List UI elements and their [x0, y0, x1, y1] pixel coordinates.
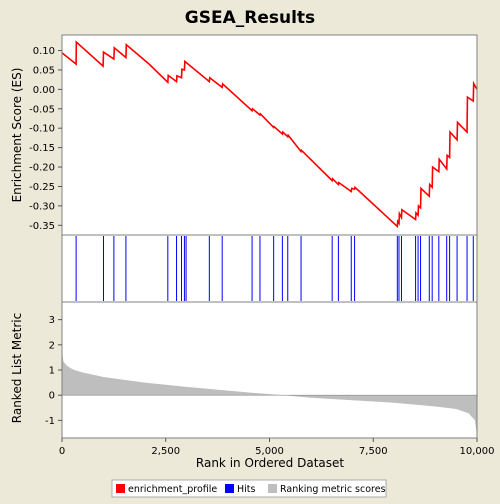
es-y-tick-label: -0.20 [29, 163, 55, 174]
metric-y-tick-label: 2 [49, 340, 55, 351]
metric-panel [62, 302, 477, 438]
es-y-tick-label: -0.25 [29, 182, 55, 193]
es-y-tick-label: 0.05 [33, 65, 55, 76]
es-y-axis: 0.10 0.05 0.00 -0.05 -0.10 -0.15 -0.20 -0.25 -0.… [29, 46, 62, 232]
legend-label-hits: Hits [237, 484, 256, 495]
ranking-metric-area [62, 349, 477, 436]
metric-y-tick-label: 3 [49, 315, 55, 326]
legend-box [111, 479, 387, 498]
es-y-tick-label: -0.35 [29, 221, 55, 232]
es-y-axis-label: Enrichment Score (ES) [10, 68, 24, 203]
metric-y-tick-label: 1 [49, 366, 55, 377]
legend-swatch-ranking-metric [268, 484, 277, 493]
x-tick-label: 5,000 [255, 446, 284, 457]
hits-panel [62, 235, 477, 302]
enrichment-profile-line [61, 40, 478, 229]
hits-bars [75, 236, 474, 301]
es-y-tick-label: 0.00 [33, 85, 55, 96]
x-tick-label: 2,500 [151, 446, 180, 457]
x-tick-label: 10,000 [460, 446, 495, 457]
x-axis: 0 2,500 5,000 7,500 10,000 [59, 438, 495, 457]
es-y-tick-label: -0.05 [29, 104, 55, 115]
legend-swatch-hits [225, 484, 234, 493]
x-tick-label: 0 [59, 446, 65, 457]
es-y-tick-label: -0.15 [29, 143, 55, 154]
legend-swatch-enrichment-profile [116, 484, 125, 493]
metric-y-tick-label: -1 [45, 416, 55, 427]
enrichment-profile [61, 40, 478, 229]
metric-y-axis-label: Ranked List Metric [10, 313, 24, 423]
ranking-metric-fill [62, 349, 477, 436]
es-y-tick-label: -0.30 [29, 201, 55, 212]
chart-title: GSEA_Results [185, 8, 315, 28]
legend-label-enrichment-profile: enrichment_profile [128, 484, 217, 495]
metric-y-axis: 3 2 1 0 -1 [45, 315, 62, 427]
x-tick-label: 7,500 [359, 446, 388, 457]
es-panel [62, 35, 477, 235]
es-y-tick-label: -0.10 [29, 124, 55, 135]
legend-label-ranking-metric: Ranking metric scores [280, 484, 386, 495]
legend: enrichment_profile Hits Ranking metric s… [111, 479, 387, 498]
metric-y-tick-label: 0 [49, 391, 55, 402]
x-axis-label: Rank in Ordered Dataset [196, 456, 344, 470]
es-y-tick-label: 0.10 [33, 46, 55, 57]
